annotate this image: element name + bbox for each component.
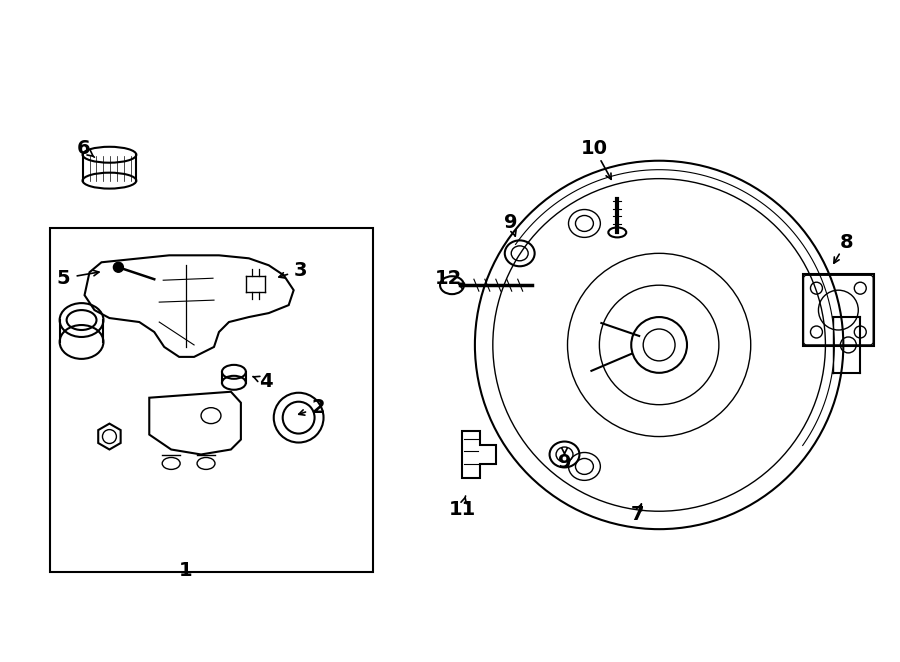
Text: 1: 1 [179,561,193,581]
Text: 12: 12 [435,269,462,288]
Text: 11: 11 [448,500,475,519]
Circle shape [113,262,123,272]
Text: 6: 6 [76,139,90,158]
Text: 5: 5 [57,269,70,288]
Text: 9: 9 [504,213,518,232]
Bar [50,228,374,572]
Text: 7: 7 [631,504,644,524]
Text: 2: 2 [311,398,326,417]
Text: 4: 4 [259,372,273,391]
Text: 8: 8 [840,233,853,252]
Bar [803,274,874,346]
Text: 3: 3 [294,261,308,280]
Text: 10: 10 [580,139,608,158]
Text: 9: 9 [558,453,572,472]
